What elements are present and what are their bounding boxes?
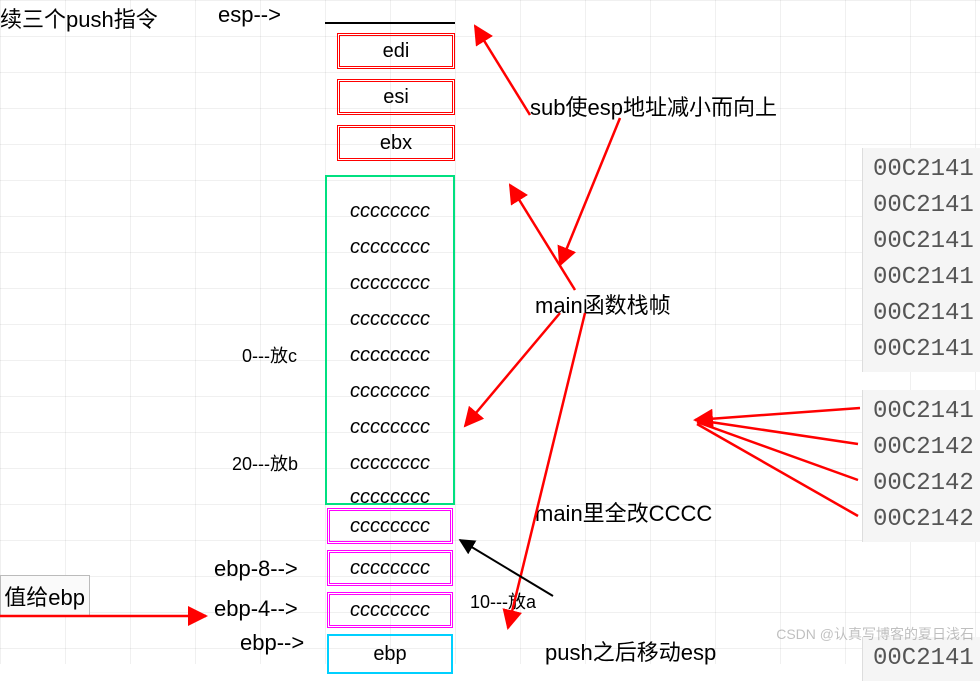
sub-text: sub使esp地址减小而向上 (530, 90, 777, 122)
ebp-label: ebp--> (240, 630, 304, 656)
addr-block-bot: 00C2141 00C2142 00C2142 00C2142 (862, 390, 980, 542)
reg-esi-text: esi (383, 86, 409, 109)
main-frame-text: main函数栈帧 (535, 288, 671, 320)
reg-edi-box: edi (337, 33, 455, 69)
cc-text: cccccccc (350, 515, 430, 538)
title-left: 续三个push指令 (0, 2, 158, 34)
addr-line: 00C2141 (873, 394, 980, 430)
ebp-bottom-text: ebp (373, 643, 406, 666)
addr-line: 00C2141 (873, 641, 980, 677)
put-b-label: 20---放b (232, 450, 298, 476)
addr-line: 00C2142 (873, 466, 980, 502)
magenta-row: cccccccc (327, 550, 453, 586)
addr-line: 00C2142 (873, 502, 980, 538)
addr-line: 00C2142 (873, 430, 980, 466)
cc-row: cccccccc (325, 200, 455, 223)
cc-row: cccccccc (325, 486, 455, 509)
ebp8-label: ebp-8--> (214, 556, 298, 582)
ebp4-label: ebp-4--> (214, 596, 298, 622)
reg-esi-box: esi (337, 79, 455, 115)
magenta-row: cccccccc (327, 592, 453, 628)
main-cccc-text: main里全改CCCC (535, 496, 712, 528)
addr-line: 00C2141 (873, 152, 980, 188)
cc-row: cccccccc (325, 308, 455, 331)
addr-line: 00C2141 (873, 332, 980, 368)
grid-background (0, 0, 980, 664)
reg-ebx-text: ebx (380, 132, 412, 155)
give-ebp-text: 值给ebp (4, 580, 85, 612)
addr-line: 00C2141 (873, 296, 980, 332)
addr-block-top: 00C2141 00C2141 00C2141 00C2141 00C2141 … (862, 148, 980, 372)
addr-line: 00C2141 (873, 188, 980, 224)
watermark: CSDN @认真写博客的夏日浅石 (776, 624, 974, 644)
magenta-row: cccccccc (327, 508, 453, 544)
esp-label: esp--> (218, 2, 281, 28)
cc-row: cccccccc (325, 272, 455, 295)
addr-line: 00C2141 (873, 224, 980, 260)
cc-row: cccccccc (325, 344, 455, 367)
stack-top-tick (325, 22, 455, 24)
push-move-text: push之后移动esp (545, 635, 716, 667)
give-ebp-box: 值给ebp (0, 575, 90, 617)
addr-line: 00C2141 (873, 260, 980, 296)
cc-text: cccccccc (350, 599, 430, 622)
reg-ebx-box: ebx (337, 125, 455, 161)
cc-row: cccccccc (325, 236, 455, 259)
cc-row: cccccccc (325, 416, 455, 439)
reg-edi-text: edi (383, 40, 410, 63)
cc-row: cccccccc (325, 380, 455, 403)
put-c-label: 0---放c (242, 342, 297, 368)
cc-text: cccccccc (350, 557, 430, 580)
cyan-ebp-row: ebp (327, 634, 453, 674)
put-a-label: 10---放a (470, 588, 536, 614)
cc-row: cccccccc (325, 452, 455, 475)
